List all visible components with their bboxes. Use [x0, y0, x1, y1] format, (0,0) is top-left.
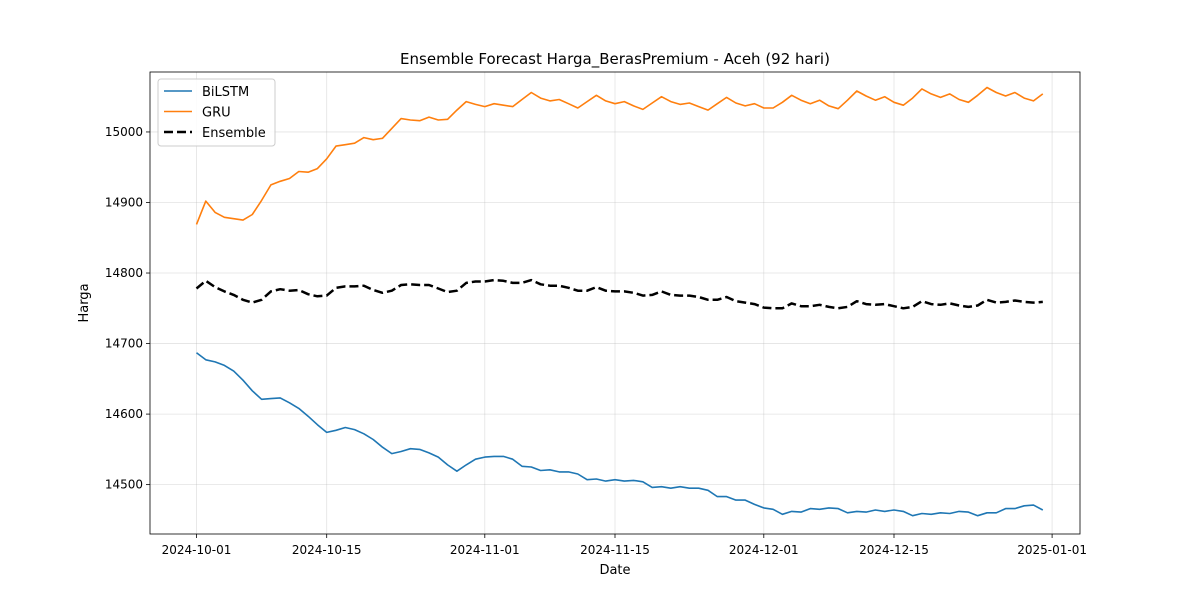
legend-box: [157, 78, 276, 147]
x-axis: 2024-10-01 2024-10-15 2024-11-01 2024-11-15…: [162, 534, 1087, 557]
legend-label-bilstm: BiLSTM: [202, 85, 249, 100]
y-tick-label: 14900: [105, 195, 143, 209]
x-tick-label: 2025-01-01: [1017, 543, 1087, 557]
x-axis-label: Date: [599, 563, 630, 578]
y-tick-label: 14600: [105, 407, 143, 421]
chart-title: Ensemble Forecast Harga_BerasPremium - A…: [400, 50, 830, 69]
y-tick-label: 14500: [105, 478, 143, 492]
y-tick-label: 15000: [105, 125, 143, 139]
x-tick-label: 2024-10-01: [162, 543, 232, 557]
x-tick-label: 2024-11-15: [580, 543, 650, 557]
legend-label-ensemble: Ensemble: [202, 126, 266, 141]
y-axis-label: Harga: [77, 283, 92, 322]
x-tick-label: 2024-11-01: [450, 543, 520, 557]
legend-label-gru: GRU: [202, 106, 231, 121]
y-axis: 14500 14600 14700 14800 14900 15000: [105, 125, 150, 492]
series-lines: [195, 86, 1044, 517]
x-tick-label: 2024-12-01: [729, 543, 799, 557]
y-tick-label: 14700: [105, 337, 143, 351]
series-line-bilstm: [196, 352, 1044, 517]
legend: BiLSTM GRU Ensemble: [157, 78, 276, 147]
x-tick-label: 2024-10-15: [292, 543, 362, 557]
x-tick-label: 2024-12-15: [859, 543, 929, 557]
y-tick-label: 14800: [105, 266, 143, 280]
series-line-ensemble: [195, 278, 1043, 310]
series-line-gru: [195, 86, 1044, 225]
